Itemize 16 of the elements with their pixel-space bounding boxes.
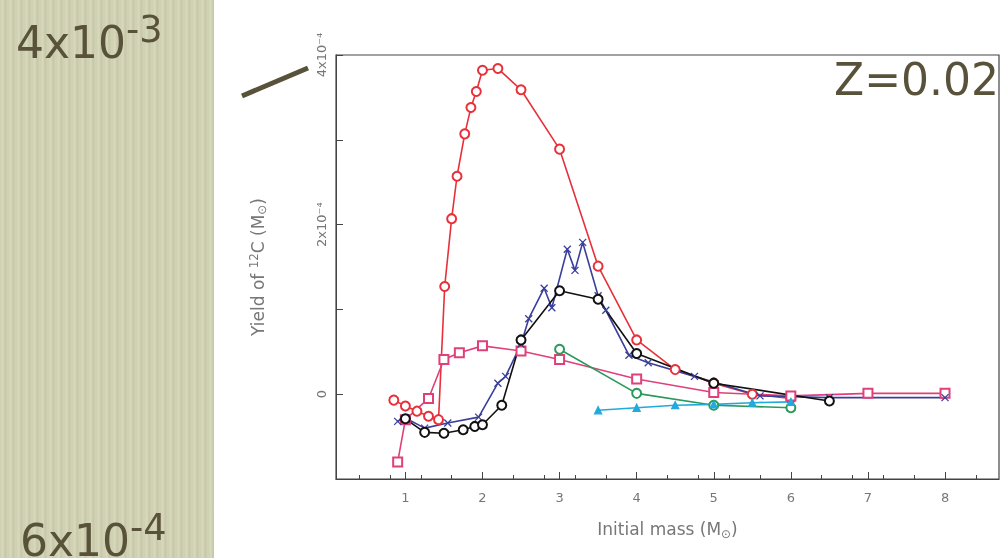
annotation: Z=0.02 [834,53,999,107]
x-tick-label: 3 [555,490,564,505]
x-tick-label: 6 [786,490,795,505]
x-tick-label: 8 [940,490,950,505]
y-tick-label: 4x10⁻⁴ [314,32,329,78]
x-tick-label: 5 [709,490,718,505]
x-tick-label: 2 [478,490,487,505]
y-tick-label: 2x10⁻⁴ [314,202,329,247]
y-axis-title: Yield of 12C (M⊙) [246,198,269,337]
x-tick-label: 4 [632,490,641,505]
text: 4x10$^{-3}$ [16,7,163,70]
x-tick-label: 7 [863,490,873,505]
x-tick-label: 1 [401,490,410,505]
x-axis-title: Initial mass (M⊙) [597,519,738,541]
text: 6x10$^{-4}$ [20,505,167,558]
y-tick-label: 0 [314,390,329,399]
